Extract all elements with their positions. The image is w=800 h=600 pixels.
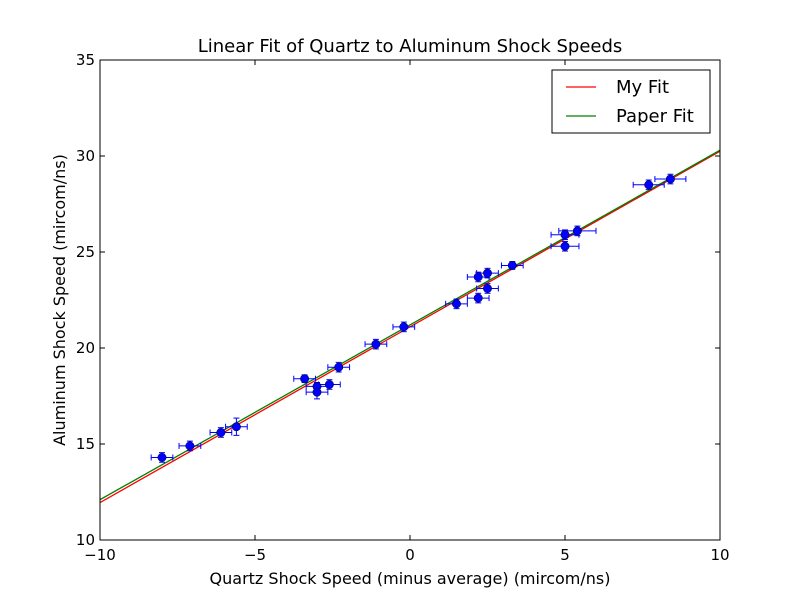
data-point (312, 387, 322, 397)
y-tick-label: 15 (76, 435, 95, 453)
data-point (185, 441, 195, 451)
x-tick-label: 10 (710, 546, 729, 564)
data-point (560, 241, 570, 251)
data-point (231, 422, 241, 432)
data-point (644, 180, 654, 190)
data-point (572, 226, 582, 236)
y-tick-label: 10 (76, 531, 95, 549)
y-axis-label: Aluminum Shock Speed (mircom/ns) (50, 154, 69, 446)
y-tick-label: 20 (76, 339, 95, 357)
data-point (483, 268, 492, 278)
data-point (324, 380, 334, 389)
y-tick-label: 35 (76, 51, 95, 69)
data-point (473, 293, 483, 303)
data-point (665, 174, 675, 184)
data-point (452, 299, 461, 309)
data-point (560, 230, 570, 240)
legend-label-my-fit: My Fit (616, 77, 669, 98)
x-tick-label: −10 (84, 546, 116, 564)
data-point (473, 272, 483, 282)
legend-label-paper-fit: Paper Fit (616, 106, 694, 127)
data-point (300, 374, 310, 384)
chart-title: Linear Fit of Quartz to Aluminum Shock S… (198, 36, 623, 57)
data-points (157, 174, 675, 462)
x-tick-label: 5 (560, 546, 570, 564)
y-tick-label: 25 (76, 243, 95, 261)
legend-box (551, 69, 711, 134)
x-tick-label: −5 (244, 546, 266, 564)
data-point (334, 362, 344, 372)
axis-ticks: −10 −5 0 5 10 10 15 20 25 30 35 (76, 51, 730, 564)
x-tick-label: 0 (405, 546, 415, 564)
legend: My Fit Paper Fit (551, 69, 711, 134)
data-point (399, 322, 409, 332)
x-axis-label: Quartz Shock Speed (minus average) (mirc… (210, 569, 611, 588)
data-point (157, 452, 167, 462)
data-point (507, 260, 517, 270)
data-point (371, 339, 381, 349)
fit-line-paper-fit (100, 149, 720, 501)
data-point (216, 428, 226, 437)
y-tick-label: 30 (76, 147, 95, 165)
data-point (483, 284, 492, 293)
